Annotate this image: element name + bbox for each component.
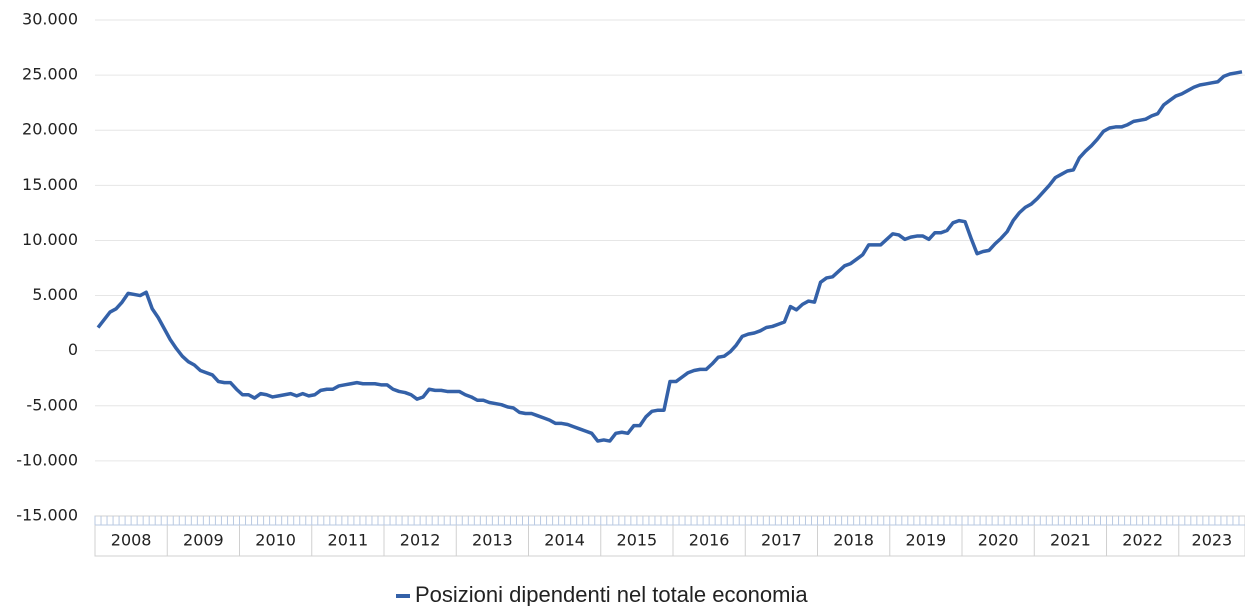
x-tick-label: 2019 [906,531,947,550]
y-tick-label: 25.000 [22,65,78,84]
x-tick-label: 2008 [111,531,152,550]
x-tick-label: 2017 [761,531,802,550]
x-tick-label: 2023 [1192,531,1233,550]
y-tick-label: -5.000 [26,395,78,414]
y-tick-label: 10.000 [22,230,78,249]
x-tick-label: 2015 [617,531,658,550]
x-tick-label: 2009 [183,531,224,550]
x-tick-label: 2010 [255,531,296,550]
x-tick-label: 2013 [472,531,513,550]
series-line [96,70,1243,443]
y-tick-label: 0 [68,340,78,359]
y-tick-label: 15.000 [22,175,78,194]
y-tick-label: -15.000 [16,506,78,525]
legend-label: Posizioni dipendenti nel totale economia [415,582,808,606]
x-tick-label: 2011 [328,531,369,550]
y-tick-label: 5.000 [32,285,78,304]
x-tick-label: 2012 [400,531,441,550]
y-tick-label: 20.000 [22,120,78,139]
y-tick-label: -10.000 [16,450,78,469]
y-tick-label: 30.000 [22,10,78,29]
x-tick-label: 2014 [544,531,585,550]
x-tick-label: 2016 [689,531,730,550]
x-tick-label: 2020 [978,531,1019,550]
x-tick-label: 2022 [1122,531,1163,550]
x-tick-label: 2021 [1050,531,1091,550]
x-tick-label: 2018 [833,531,874,550]
